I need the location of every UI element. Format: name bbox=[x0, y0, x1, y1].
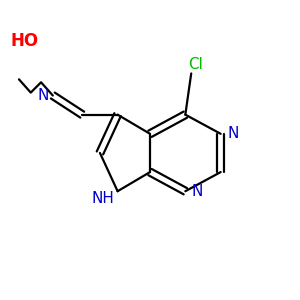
Text: N: N bbox=[38, 88, 49, 103]
Text: N: N bbox=[192, 184, 203, 199]
Text: NH: NH bbox=[92, 191, 115, 206]
Text: HO: HO bbox=[10, 32, 38, 50]
Text: Cl: Cl bbox=[188, 57, 203, 72]
Text: N: N bbox=[227, 126, 238, 141]
